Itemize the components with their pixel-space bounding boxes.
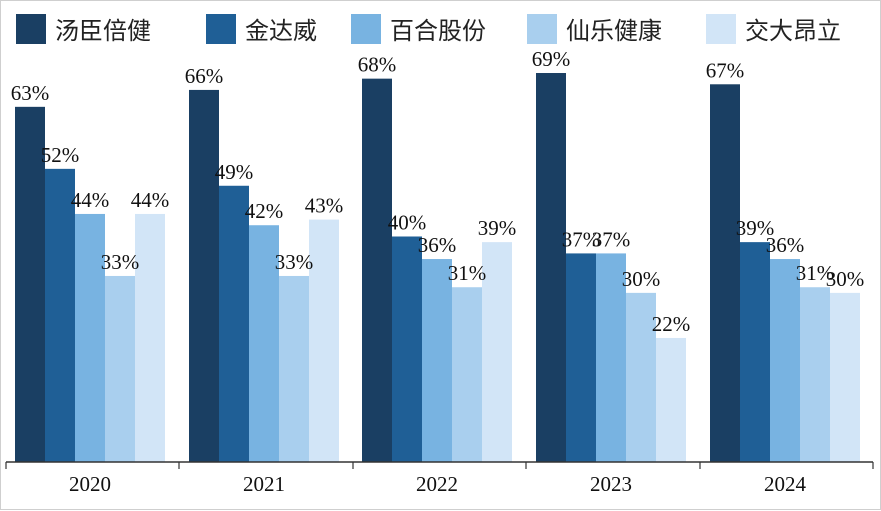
bar-2020-series-4 (105, 275, 135, 462)
legend-label-5: 交大昂立 (745, 17, 841, 45)
x-tick-label-2020: 2020 (69, 472, 111, 496)
data-label-2020-series-1: 63% (11, 81, 50, 105)
bars (15, 73, 860, 463)
data-label-2022-series-1: 68% (358, 53, 397, 77)
legend-label-3: 百合股份 (390, 17, 486, 45)
bar-2020-series-5 (135, 213, 165, 462)
legend: 汤臣倍健 金达威 百合股份 仙乐健康 交大昂立 (16, 14, 841, 45)
data-label-2024-series-3: 36% (766, 233, 805, 257)
legend-swatch-4 (527, 14, 557, 44)
bar-2022-series-2 (392, 236, 422, 462)
bar-2023-series-2 (566, 253, 596, 462)
data-label-2023-series-3: 37% (592, 227, 631, 251)
data-label-2023-series-5: 22% (652, 312, 691, 336)
x-axis-tick-labels: 2020 2021 2022 2023 2024 (5, 462, 874, 496)
legend-swatch-1 (16, 14, 46, 44)
value-labels: 63%52%44%33%44%66%49%42%33%43%68%40%36%3… (11, 47, 865, 336)
bar-2023-series-3 (596, 253, 626, 462)
legend-label-1: 汤臣倍健 (55, 17, 151, 45)
legend-swatch-5 (706, 14, 736, 44)
data-label-2020-series-4: 33% (101, 250, 140, 274)
legend-swatch-3 (351, 14, 381, 44)
data-label-2020-series-2: 52% (41, 143, 80, 167)
bar-2022-series-3 (422, 259, 452, 462)
data-label-2024-series-4: 31% (796, 261, 835, 285)
data-label-2022-series-3: 36% (418, 233, 457, 257)
data-label-2022-series-4: 31% (448, 261, 487, 285)
bar-2023-series-1 (536, 73, 566, 463)
bar-2020-series-1 (15, 106, 45, 463)
data-label-2023-series-4: 30% (622, 267, 661, 291)
data-label-2021-series-5: 43% (305, 194, 344, 218)
bar-2024-series-1 (710, 84, 740, 462)
bar-2021-series-5 (309, 219, 339, 462)
bar-2021-series-2 (219, 185, 249, 463)
data-label-2020-series-3: 44% (71, 188, 110, 212)
bar-2020-series-3 (75, 213, 105, 462)
legend-label-2: 金达威 (245, 17, 317, 45)
data-label-2021-series-1: 66% (185, 64, 224, 88)
bar-2021-series-4 (279, 275, 309, 462)
data-label-2023-series-1: 69% (532, 47, 571, 71)
bar-2024-series-3 (770, 259, 800, 462)
bar-2020-series-2 (45, 168, 75, 463)
data-label-2024-series-2: 39% (736, 216, 775, 240)
data-label-2024-series-1: 67% (706, 58, 745, 82)
bar-2023-series-5 (656, 337, 686, 462)
data-label-2022-series-2: 40% (388, 210, 427, 234)
bar-2024-series-2 (740, 242, 770, 462)
bar-2024-series-4 (800, 287, 830, 462)
data-label-2020-series-5: 44% (131, 188, 170, 212)
legend-label-4: 仙乐健康 (566, 17, 662, 45)
x-tick-label-2021: 2021 (243, 472, 285, 496)
bar-2022-series-1 (362, 78, 392, 462)
x-tick-label-2024: 2024 (764, 472, 807, 496)
bar-2024-series-5 (830, 292, 860, 462)
data-label-2023-series-2: 37% (562, 227, 601, 251)
data-label-2021-series-3: 42% (245, 199, 284, 223)
bar-2021-series-1 (189, 89, 219, 463)
bar-2022-series-4 (452, 287, 482, 462)
bar-2023-series-4 (626, 292, 656, 462)
x-tick-label-2022: 2022 (416, 472, 458, 496)
x-tick-label-2023: 2023 (590, 472, 632, 496)
bar-2021-series-3 (249, 225, 279, 462)
data-label-2022-series-5: 39% (478, 216, 517, 240)
legend-swatch-2 (206, 14, 236, 44)
data-label-2021-series-2: 49% (215, 160, 254, 184)
bar-2022-series-5 (482, 242, 512, 462)
data-label-2021-series-4: 33% (275, 250, 314, 274)
data-label-2024-series-5: 30% (826, 267, 865, 291)
